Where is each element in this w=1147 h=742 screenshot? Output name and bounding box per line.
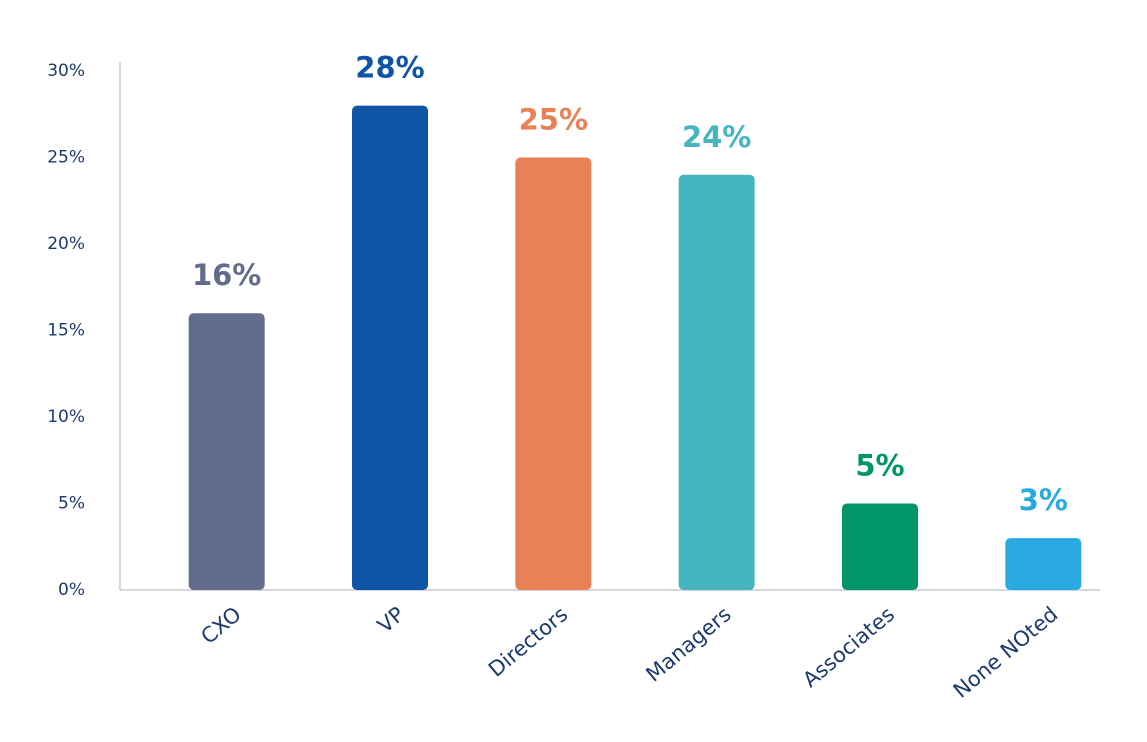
value-label: 3% <box>1019 483 1068 517</box>
value-label: 28% <box>355 51 424 85</box>
value-label: 5% <box>855 449 904 483</box>
x-tick-label: Managers <box>641 602 735 687</box>
value-label: 16% <box>192 258 261 292</box>
bar <box>352 105 428 590</box>
y-tick-label: 5% <box>58 494 85 514</box>
x-tick-label: Associates <box>798 602 899 692</box>
y-tick-label: 20% <box>47 234 85 254</box>
y-tick-label: 15% <box>47 321 85 341</box>
y-tick-label: 0% <box>58 580 85 600</box>
bar <box>188 313 265 590</box>
value-label: 24% <box>682 120 751 154</box>
x-tick-label: Directors <box>484 602 572 682</box>
x-tick-label: None NOted <box>949 602 1063 703</box>
bar <box>842 503 918 590</box>
value-label: 25% <box>519 103 588 137</box>
y-tick-label: 25% <box>47 148 85 168</box>
x-tick-label: VP <box>373 602 409 638</box>
y-tick-label: 30% <box>47 61 85 81</box>
bar <box>678 174 755 591</box>
x-tick-label: CXO <box>196 602 245 649</box>
y-tick-label: 10% <box>47 407 85 427</box>
bar <box>515 157 592 590</box>
bar <box>1005 538 1082 590</box>
